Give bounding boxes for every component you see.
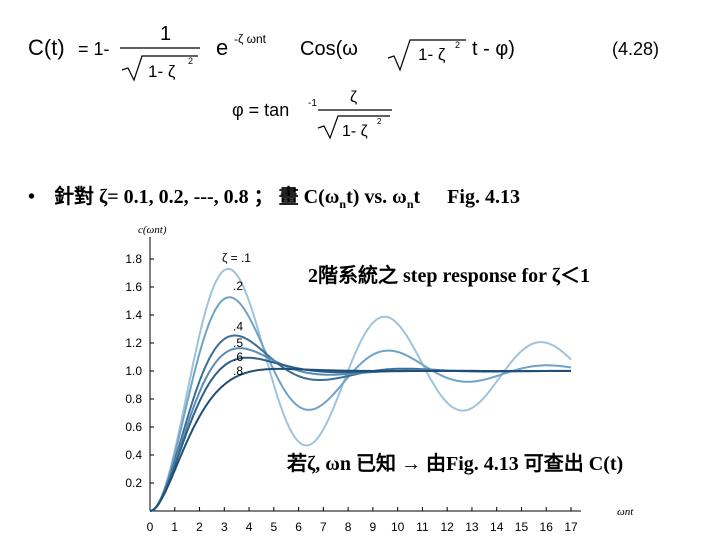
series-line-1	[149, 267, 572, 512]
x-tick-label: 7	[320, 520, 327, 534]
curve-label-4: .5	[233, 336, 243, 350]
x-tick-label: 3	[221, 520, 228, 534]
chart-axes: 0 1 2 3 4 5 6 7 8 9 10 11 12 13 14 15 16 170.20.40.60.81.…	[125, 224, 634, 534]
chart-overlay-note: 若ζ, ωn 已知 → 由Fig. 4.13 可查出 C(t)	[287, 453, 624, 475]
y-axis-label: c(ωnt)	[138, 224, 167, 236]
x-tick-label: 8	[345, 520, 352, 534]
x-axis-label: ωnt	[617, 506, 634, 518]
eq-inv: -1	[308, 98, 317, 109]
x-tick-label: 9	[370, 520, 377, 534]
x-tick-label: 16	[540, 520, 554, 534]
chart-overlay-title: 2階系統之 step response for ζ＜1	[308, 265, 590, 287]
equation-block: C(t) = 1- 1 1- ζ 2 e -ζ ωnt Cos(ω 1- ζ 2…	[28, 23, 659, 140]
y-tick-label: 0.2	[125, 476, 142, 490]
curve-label-6: .8	[233, 364, 243, 378]
eq-square-3: 2	[377, 117, 382, 126]
x-tick-label: 10	[391, 520, 405, 534]
y-tick-label: 1.0	[125, 364, 142, 378]
x-tick-label: 6	[295, 520, 302, 534]
chart-curves	[149, 267, 572, 512]
eq-sqrt-term: 1- ζ	[148, 62, 176, 81]
eq-cos: Cos(ω	[300, 38, 358, 60]
chart-labels: ζ = .1 .2 .4 .5.6.8	[222, 251, 251, 378]
eq-numerator: 1	[160, 23, 171, 45]
eq-c-label: C(t)	[28, 35, 65, 60]
bullet-line: • 針對 ζ= 0.1, 0.2, ---, 0.8 ； 畫 C(ωnt) vs…	[28, 180, 520, 212]
eq-phi: φ = tan	[232, 100, 289, 120]
eq-square: 2	[188, 56, 193, 66]
eq-sqrt-sign	[121, 55, 198, 82]
eq-exp-pow: -ζ ωnt	[234, 32, 267, 46]
eq-sqrt-sign-3	[317, 115, 390, 140]
eq-one-minus: = 1-	[78, 39, 110, 59]
curve-label-2: .2	[233, 279, 243, 293]
y-tick-label: 1.2	[125, 336, 142, 350]
curve-label-3: .4	[233, 319, 243, 333]
curve-label-5: .6	[233, 350, 243, 364]
eq-sqrt-term-2: 1- ζ	[418, 45, 446, 64]
y-tick-label: 0.8	[125, 392, 142, 406]
x-tick-label: 15	[515, 520, 529, 534]
bullet-sub-n1: n	[339, 197, 347, 211]
bullet-text-a: 針對 ζ= 0.1, 0.2, ---, 0.8 ； 畫 C(ω	[54, 186, 340, 208]
bullet-sub-n2: n	[406, 197, 414, 211]
series-line-3	[149, 334, 571, 512]
x-tick-label: 14	[490, 520, 504, 534]
bullet-fig-ref: Fig. 4.13	[447, 186, 520, 208]
eq-square-2: 2	[455, 40, 460, 50]
series-line-6	[149, 367, 571, 512]
step-response-chart: 0 1 2 3 4 5 6 7 8 9 10 11 12 13 14 15 16 170.20.40.60.81.…	[125, 224, 634, 534]
bullet-text-b: t) vs. ω	[346, 186, 407, 208]
x-tick-label: 1	[171, 520, 178, 534]
x-tick-label: 17	[564, 520, 578, 534]
bullet-dot: •	[28, 186, 36, 208]
x-tick-label: 11	[416, 520, 429, 534]
series-line-5	[149, 356, 571, 512]
eq-sqrt-sign-2	[387, 39, 466, 72]
y-tick-label: 0.6	[125, 420, 142, 434]
bullet-text-c: t	[413, 186, 421, 208]
x-tick-label: 4	[246, 520, 253, 534]
y-tick-label: 0.4	[125, 448, 142, 462]
y-tick-label: 1.6	[125, 280, 142, 294]
eq-exp-e: e	[216, 35, 228, 60]
x-tick-label: 12	[440, 520, 454, 534]
series-line-2	[149, 296, 572, 512]
eq-sqrt-term-3: 1- ζ	[342, 123, 368, 140]
x-tick-label: 5	[270, 520, 277, 534]
x-tick-label: 13	[465, 520, 479, 534]
y-tick-label: 1.8	[125, 252, 142, 266]
y-tick-label: 1.4	[125, 308, 142, 322]
x-tick-label: 2	[196, 520, 203, 534]
curve-label-1: ζ = .1	[222, 251, 251, 265]
eq-t-part: t - φ)	[472, 38, 515, 60]
eq-number: (4.28)	[612, 39, 659, 59]
x-tick-label: 0	[147, 520, 154, 534]
eq-zeta-num: ζ	[350, 89, 357, 106]
